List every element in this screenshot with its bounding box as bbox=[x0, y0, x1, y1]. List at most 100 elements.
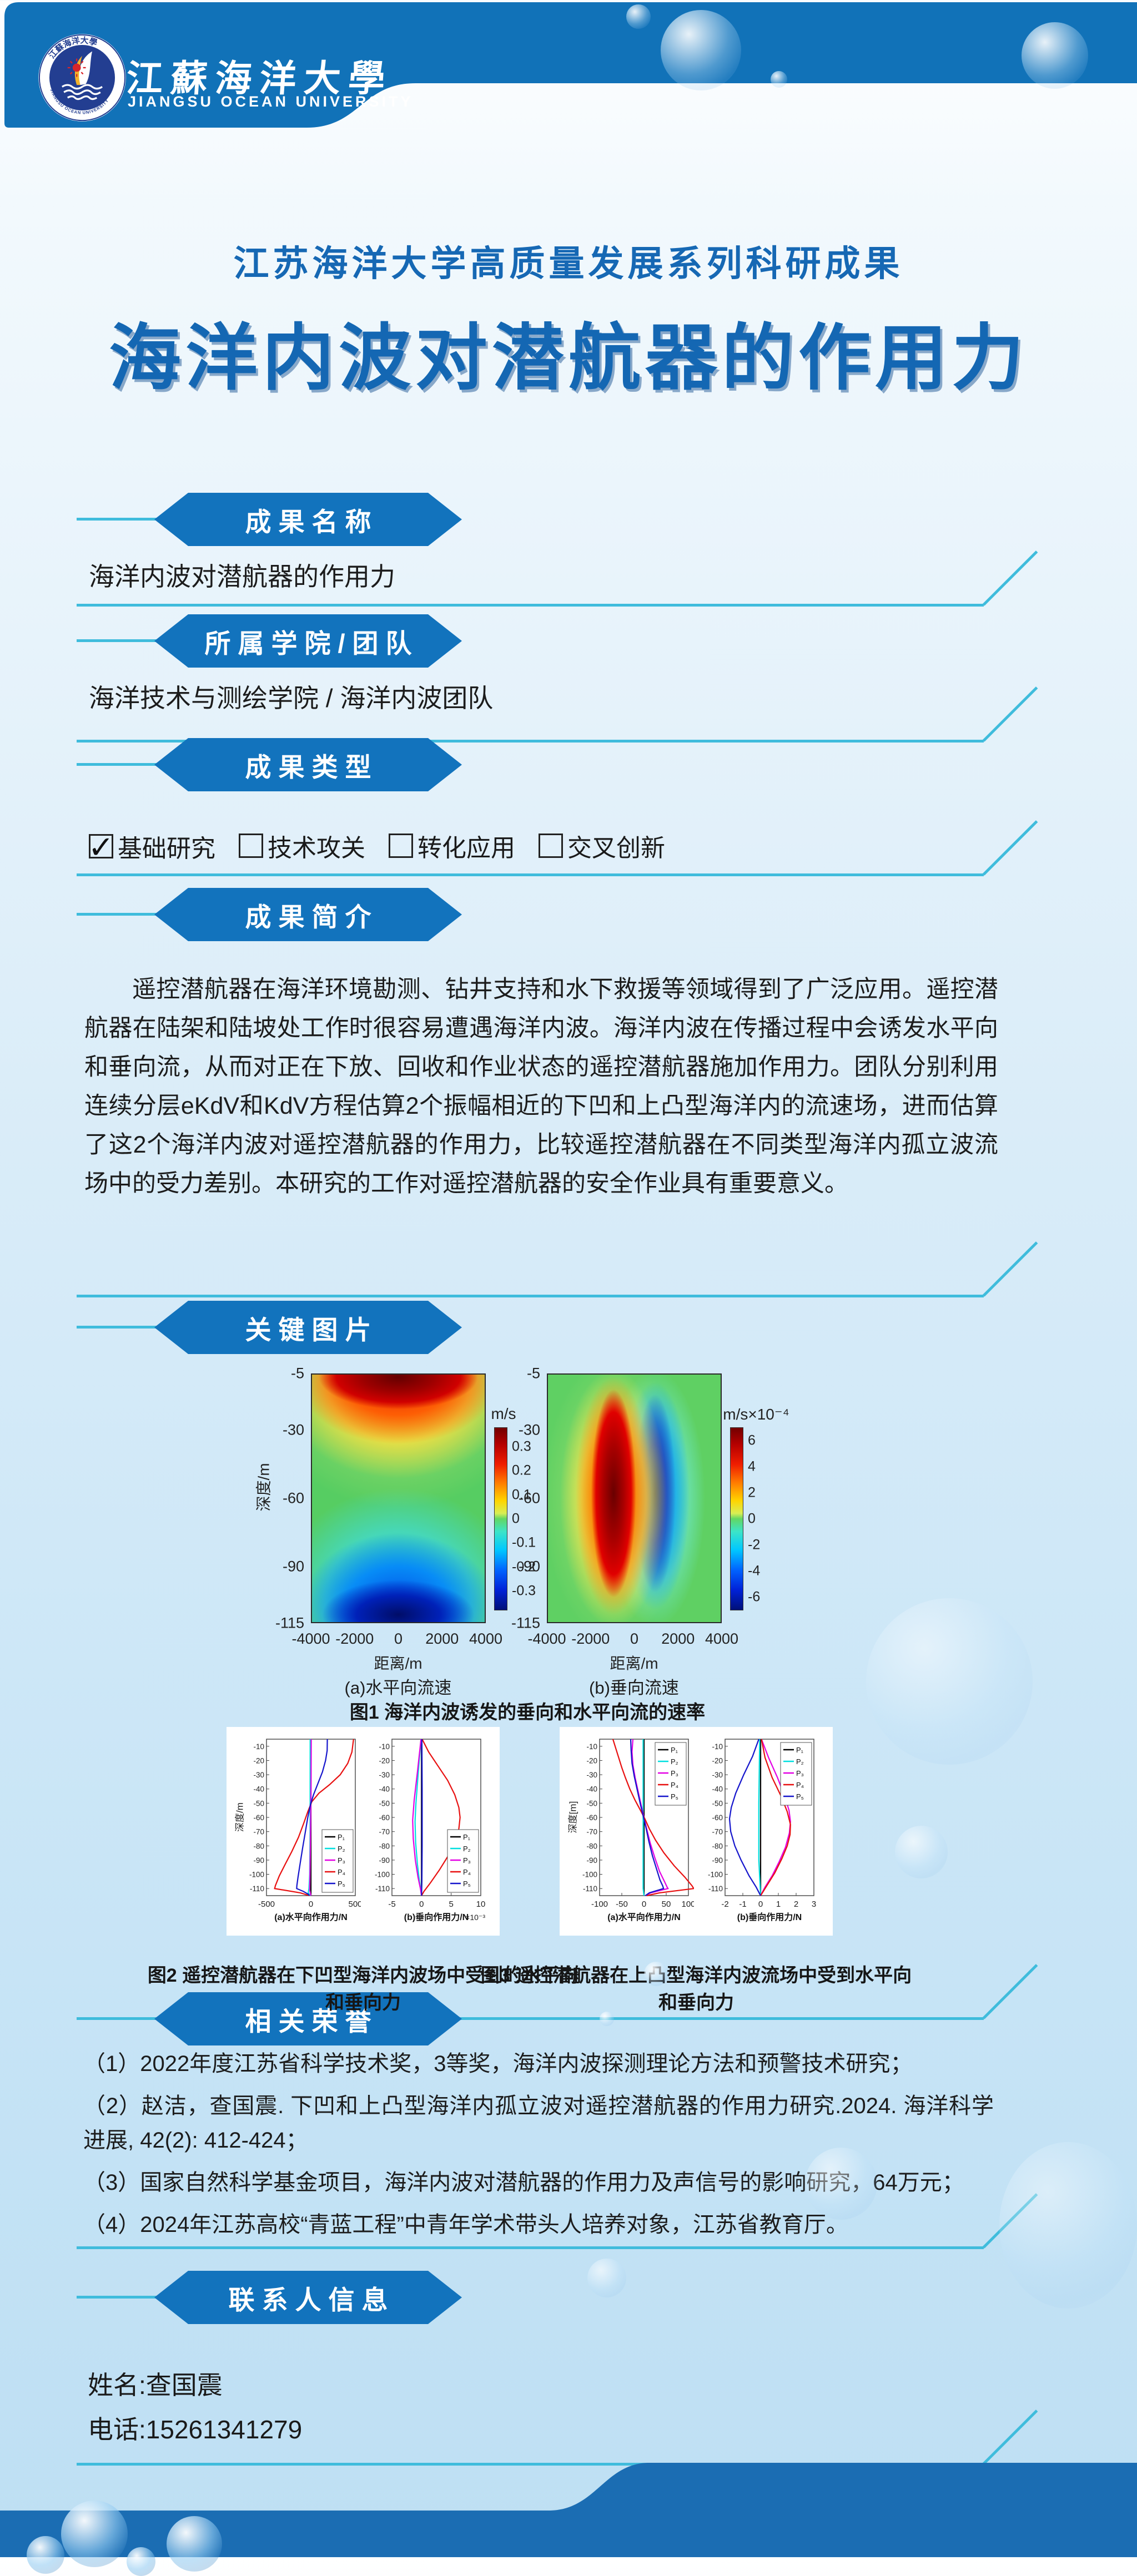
y-tick-label: -100 bbox=[375, 1871, 390, 1879]
fig1b-heatmap bbox=[547, 1373, 722, 1623]
x-tick-label: 0 bbox=[309, 1900, 313, 1909]
fig2-panel: 深度/m -500 0 500 -10 -20 -30 -40 -50 -60 -70 -80 -90… bbox=[227, 1727, 500, 1936]
x-tick-label: 100 bbox=[681, 1900, 694, 1909]
checkbox-unchecked-icon bbox=[389, 834, 413, 858]
frame-slant-line bbox=[982, 686, 1038, 742]
x-axis-label: (b)垂向作用力/N bbox=[737, 1912, 802, 1922]
header-band bbox=[4, 2, 1137, 128]
fig1-caption: 图1 海洋内波诱发的垂向和水平向流的速率 bbox=[349, 1702, 706, 1723]
checkbox-label: 基础研究 bbox=[118, 835, 215, 862]
y-tick-label: -70 bbox=[712, 1828, 723, 1836]
tick-label: -4 bbox=[748, 1563, 761, 1579]
legend-label: P₃ bbox=[796, 1769, 804, 1777]
checkbox-unchecked-icon bbox=[539, 834, 563, 858]
legend-label: P₃ bbox=[463, 1856, 471, 1865]
footer-band bbox=[0, 2463, 1137, 2557]
tick-label: 4 bbox=[748, 1458, 756, 1474]
badge-achievement-name: 成果名称 bbox=[154, 493, 462, 546]
y-tick-label: -100 bbox=[582, 1871, 597, 1879]
achievement-type-options: ✓ 基础研究 技术攻关 转化应用 交叉创新 bbox=[88, 828, 688, 864]
fig1b-colorbar bbox=[730, 1427, 743, 1610]
fig2b-line-plot: -5 0 5 10-10-20-30-40-50-60-70-80-90-100-11… bbox=[375, 1739, 486, 1922]
x-axis-label: (b)垂向作用力/N bbox=[404, 1912, 469, 1922]
legend-label: P₄ bbox=[796, 1781, 804, 1789]
fig1b-colorbar-unit: m/s×10⁻⁴ bbox=[723, 1406, 789, 1423]
contact-info: 姓名:查国震 电话:15261341279 bbox=[88, 2363, 302, 2452]
frame-connector bbox=[77, 913, 163, 916]
y-tick-label: -110 bbox=[583, 1885, 597, 1893]
y-tick-label: -20 bbox=[586, 1756, 597, 1765]
x-tick-label: 3 bbox=[812, 1900, 816, 1909]
frame-connector bbox=[77, 639, 163, 642]
fig1b-colorbar-ticks: 6 4 2 0 -2 -4 -6 bbox=[748, 1427, 787, 1610]
fig1a-y-ticks: -5 -30 -60 -90 -115 bbox=[265, 1365, 304, 1632]
series-P₅ bbox=[296, 1739, 328, 1896]
fig1a-colorbar-unit: m/s bbox=[491, 1405, 516, 1422]
y-tick-label: -110 bbox=[375, 1885, 390, 1893]
x-axis-label: (a)水平向作用力/N bbox=[274, 1912, 348, 1922]
frame-connector bbox=[77, 2296, 163, 2299]
bubble-decoration bbox=[587, 2259, 626, 2297]
tick-label: 2000 bbox=[425, 1630, 459, 1647]
fig3b-line-plot: -2 -1 0 1 2 3-10-20-30-40-50-60-70-80-90-100-… bbox=[708, 1739, 816, 1922]
honor-item: （4）2024年江苏高校“青蓝工程”中青年学术带头人培养对象，江苏省教育厅。 bbox=[83, 2213, 848, 2237]
legend-label: P₁ bbox=[463, 1833, 471, 1841]
tick-label: 6 bbox=[748, 1432, 756, 1448]
bubble-decoration bbox=[644, 1962, 668, 1986]
y-tick-label: -20 bbox=[712, 1756, 723, 1765]
checkbox-option: 技术攻关 bbox=[239, 828, 365, 863]
y-tick-label: -10 bbox=[253, 1742, 264, 1751]
y-tick-label: -40 bbox=[712, 1785, 723, 1794]
frame-slant-line bbox=[982, 550, 1038, 606]
legend-label: P₂ bbox=[796, 1757, 804, 1766]
y-tick-label: -50 bbox=[379, 1799, 390, 1807]
checkbox-label: 转化应用 bbox=[417, 835, 515, 862]
logo-waves bbox=[62, 84, 103, 100]
fig1a-x-ticks: -4000 -2000 0 2000 4000 bbox=[291, 1630, 502, 1649]
legend-label: P₁ bbox=[796, 1746, 804, 1754]
bubble-decoration bbox=[167, 2516, 222, 2572]
y-tick-label: -60 bbox=[379, 1814, 390, 1822]
y-tick-label: -30 bbox=[379, 1771, 390, 1779]
college-team-text: 海洋技术与测绘学院 / 海洋内波团队 bbox=[89, 684, 494, 713]
legend-label: P₂ bbox=[671, 1757, 678, 1766]
x-tick-label: 10 bbox=[476, 1900, 486, 1909]
tick-label: 0 bbox=[748, 1511, 756, 1527]
badge-contact: 联系人信息 bbox=[154, 2271, 462, 2324]
tick-label: 4000 bbox=[469, 1630, 503, 1647]
y-tick-label: -70 bbox=[253, 1828, 264, 1836]
legend-label: P₁ bbox=[671, 1746, 678, 1754]
frame-bottom-line bbox=[77, 1295, 984, 1297]
legend-box bbox=[780, 1742, 812, 1806]
checkbox-option: ✓ 基础研究 bbox=[88, 829, 215, 864]
bubble-decoration bbox=[127, 2547, 155, 2576]
legend-label: P₅ bbox=[463, 1880, 471, 1888]
x-tick-label: 1 bbox=[776, 1900, 781, 1909]
tick-label: 0 bbox=[512, 1511, 520, 1527]
tick-label: -2000 bbox=[571, 1630, 610, 1647]
fig1a-x-axis-label: 距离/m bbox=[374, 1655, 422, 1672]
legend-label: P₃ bbox=[671, 1769, 678, 1777]
tick-label: 0 bbox=[630, 1630, 639, 1647]
badge-key-images: 关键图片 bbox=[154, 1301, 462, 1354]
series-P₅ bbox=[421, 1739, 423, 1896]
tick-label: 2 bbox=[748, 1484, 756, 1501]
badge-college-team: 所属学院/团队 bbox=[154, 614, 462, 668]
series-P₄ bbox=[760, 1739, 791, 1896]
y-tick-label: -110 bbox=[708, 1885, 723, 1893]
tick-label: 0.3 bbox=[512, 1438, 531, 1454]
series-P₂ bbox=[642, 1739, 645, 1896]
x-tick-label: 0 bbox=[419, 1900, 424, 1909]
y-tick-label: -80 bbox=[586, 1842, 597, 1850]
x-tick-label: 5 bbox=[449, 1900, 453, 1909]
y-tick-label: -80 bbox=[379, 1842, 390, 1850]
y-tick-label: -60 bbox=[586, 1814, 597, 1822]
checkbox-unchecked-icon bbox=[239, 834, 263, 858]
badge-achievement-type: 成果类型 bbox=[154, 738, 462, 791]
fig1b-x-axis-label: 距离/m bbox=[610, 1655, 658, 1672]
y-tick-label: -110 bbox=[250, 1885, 264, 1893]
y-tick-label: -50 bbox=[586, 1799, 597, 1807]
legend-label: P₂ bbox=[463, 1845, 471, 1853]
fig1a-colorbar bbox=[494, 1427, 507, 1610]
y-tick-label: -50 bbox=[712, 1799, 723, 1807]
